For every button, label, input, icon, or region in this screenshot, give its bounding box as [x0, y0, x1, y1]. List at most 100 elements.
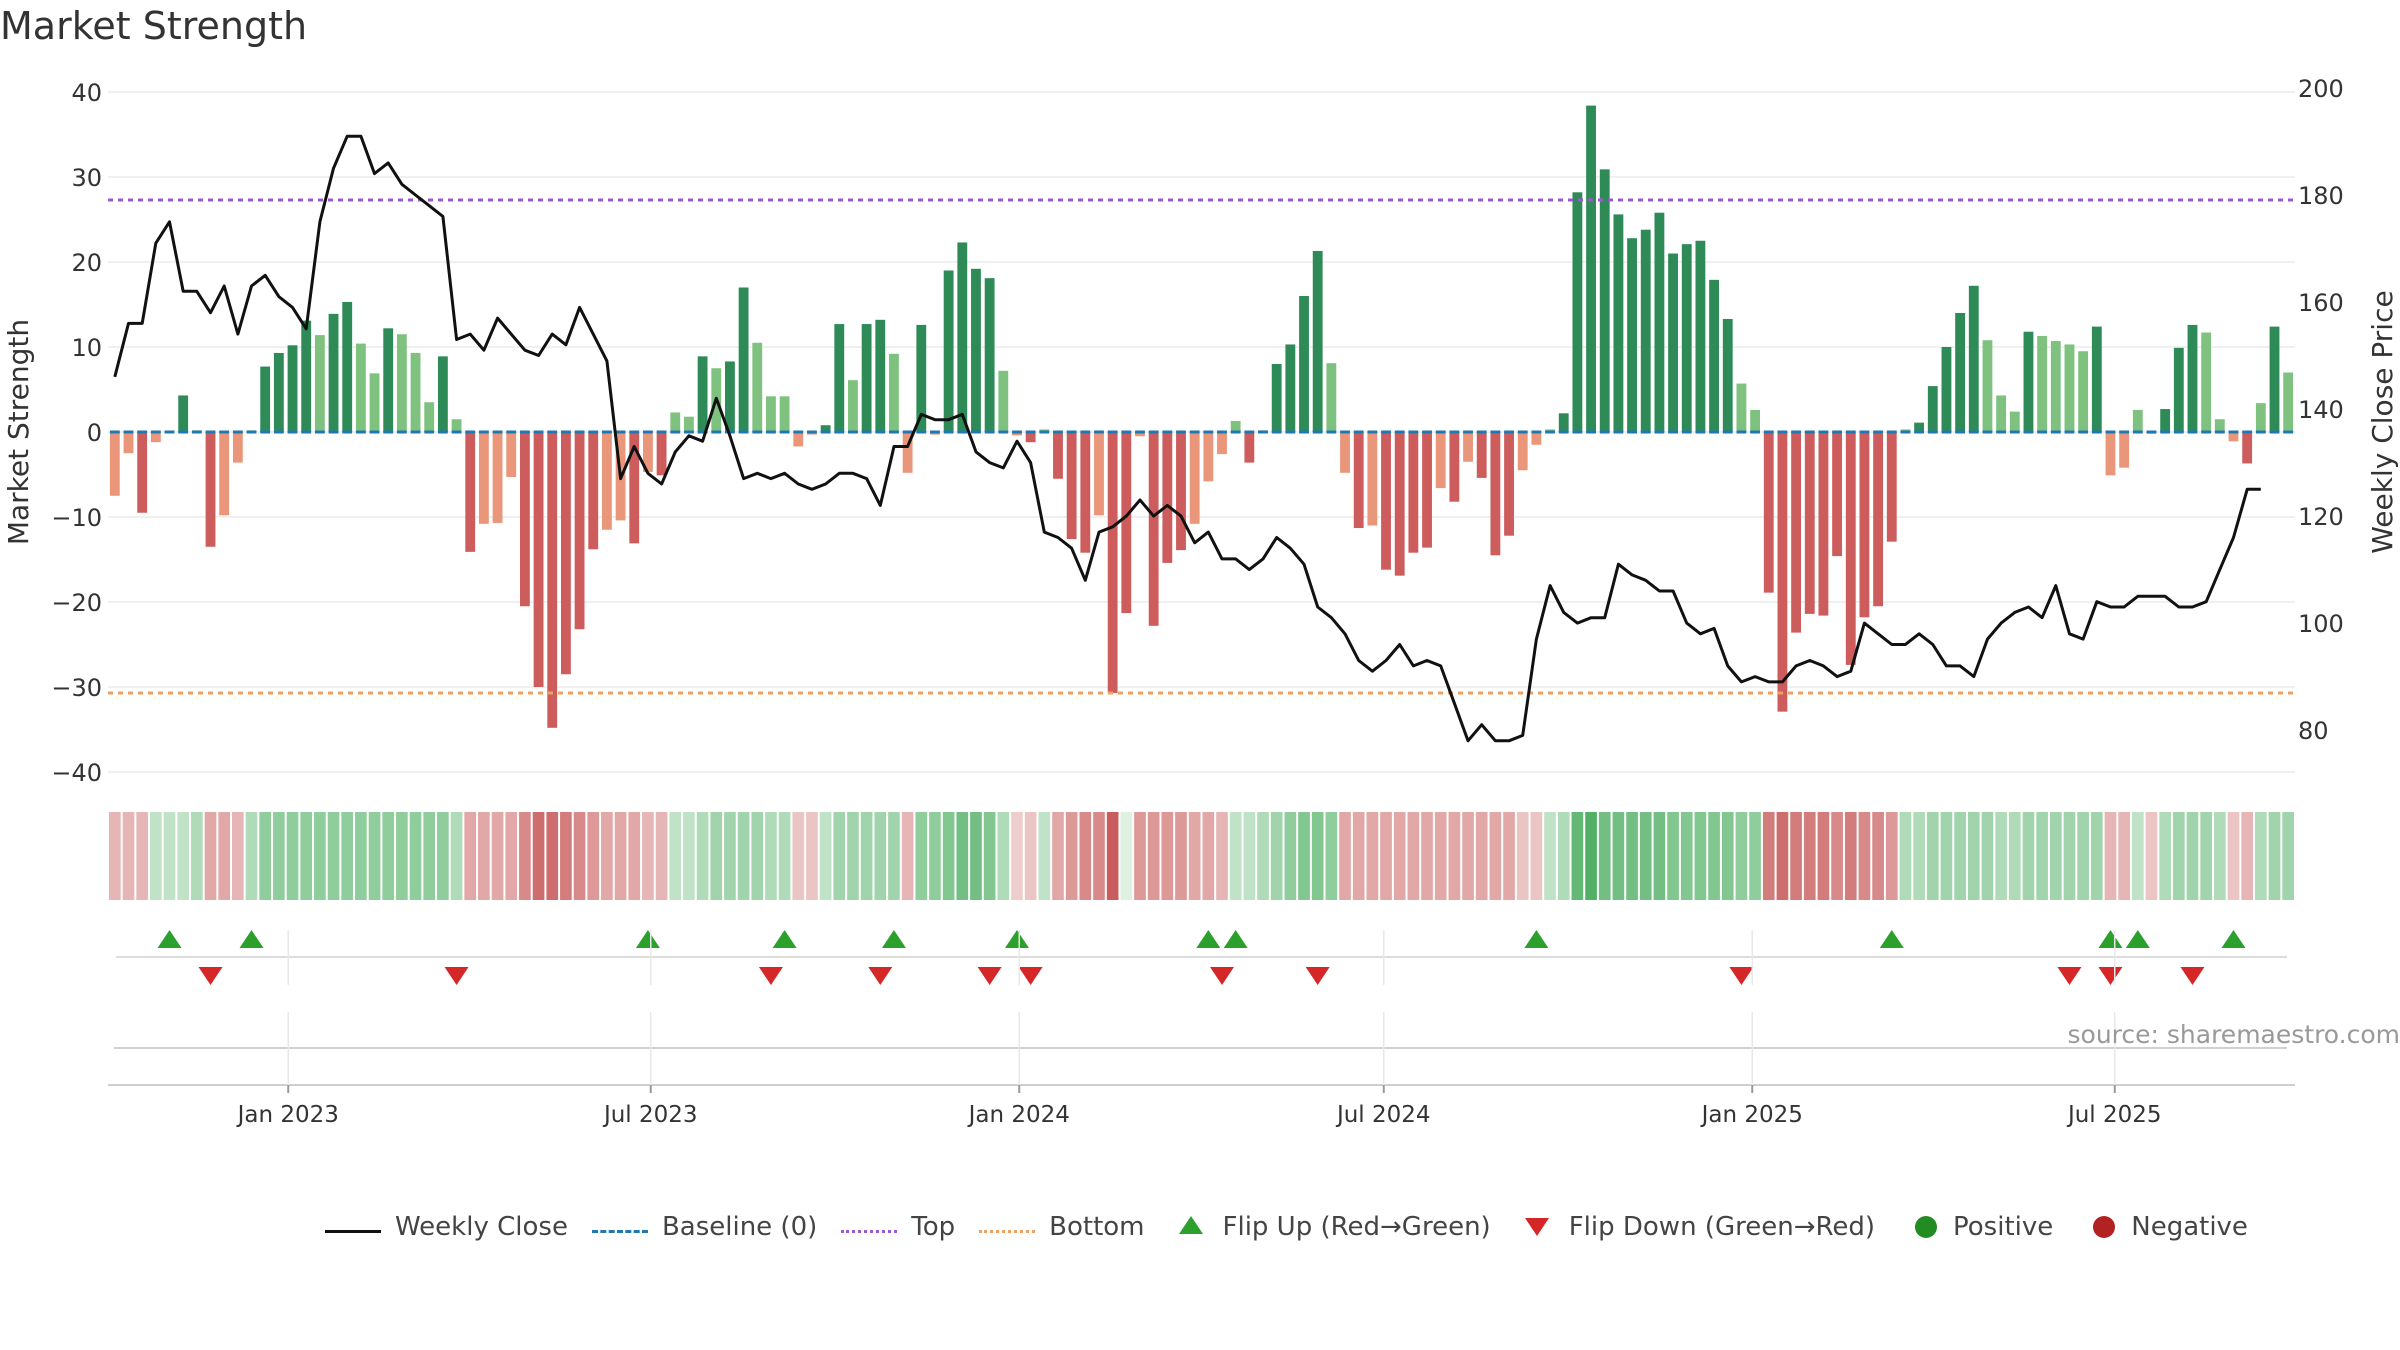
strength-bar: [1203, 432, 1214, 482]
strength-bar: [1586, 105, 1596, 432]
regime-cell: [2159, 812, 2171, 900]
flip-up-marker: [1524, 930, 1549, 948]
regime-cell: [724, 812, 736, 900]
source-note: source: sharemaestro.com: [2067, 1020, 2400, 1049]
flip-up-marker: [1004, 930, 1029, 948]
legend-flip-up[interactable]: Flip Up (Red→Green): [1169, 1212, 1491, 1242]
regime-cell: [642, 812, 654, 900]
strength-bar: [2091, 326, 2102, 432]
regime-cell: [997, 812, 1010, 900]
strength-bar: [943, 270, 954, 432]
strength-bar: [178, 395, 189, 432]
y2-tick-label: 140: [2298, 396, 2344, 424]
regime-cell: [1489, 812, 1502, 900]
regime-cell: [1926, 812, 1939, 900]
strength-bar: [2119, 432, 2130, 468]
strength-bar: [1312, 250, 1323, 432]
strength-bar: [984, 278, 995, 432]
regime-cell: [1434, 812, 1447, 900]
regime-cell: [1257, 812, 1269, 900]
regime-cell: [1981, 812, 1994, 900]
regime-cell: [1147, 812, 1160, 900]
strength-bar: [1941, 347, 1952, 432]
regime-cell: [710, 812, 723, 900]
y-tick-label: −20: [51, 589, 102, 617]
y-tick-label: 10: [71, 334, 102, 362]
legend-baseline[interactable]: Baseline (0): [591, 1212, 817, 1242]
flip-up-marker: [157, 930, 182, 948]
regime-cell: [1653, 812, 1666, 900]
strength-bar: [916, 324, 927, 432]
strength-bar: [492, 432, 503, 523]
strength-bar: [1080, 432, 1091, 553]
legend-flip-down[interactable]: Flip Down (Green→Red): [1515, 1212, 1875, 1242]
flip-down-marker: [758, 967, 783, 985]
regime-cell: [1134, 812, 1146, 900]
regime-cell: [1735, 812, 1748, 900]
regime-cell: [355, 812, 367, 900]
strength-bar: [451, 419, 462, 432]
strength-bar: [1066, 432, 1077, 540]
legend-weekly-close[interactable]: Weekly Close: [325, 1212, 568, 1242]
strength-bar: [2187, 324, 2198, 432]
regime-cell: [259, 812, 272, 900]
strength-bar: [506, 432, 517, 478]
y-tick-label: −30: [51, 674, 102, 702]
regime-cell: [1120, 812, 1133, 900]
regime-cell: [409, 812, 422, 900]
strength-bar: [2160, 409, 2171, 432]
strength-bar: [1476, 432, 1487, 478]
strength-bar: [642, 432, 653, 472]
legend-label: Top: [911, 1212, 956, 1242]
regime-cell: [628, 812, 641, 900]
strength-bar: [1927, 386, 1938, 432]
regime-cell: [1844, 812, 1857, 900]
regime-cell: [1284, 812, 1297, 900]
strength-bar: [301, 320, 312, 432]
triangle-down-icon: [1524, 1218, 1549, 1236]
legend-negative[interactable]: Negative: [2077, 1212, 2248, 1242]
regime-cell: [109, 812, 121, 900]
strength-bar: [410, 352, 421, 432]
strength-bar: [273, 352, 284, 432]
strength-bar: [1859, 432, 1870, 618]
regime-cell: [1612, 812, 1625, 900]
regime-cell: [423, 812, 436, 900]
strength-bar: [2009, 411, 2020, 432]
flip-up-marker: [239, 930, 264, 948]
regime-cell: [2104, 812, 2117, 900]
legend-bottom[interactable]: Bottom: [979, 1212, 1145, 1242]
strength-bar: [150, 432, 161, 443]
regime-cell: [942, 812, 955, 900]
strength-bar: [1230, 420, 1241, 432]
legend-label: Flip Up (Red→Green): [1222, 1212, 1491, 1242]
legend-positive[interactable]: Positive: [1899, 1212, 2053, 1242]
strength-bar: [1408, 432, 1419, 553]
regime-cell: [300, 812, 313, 900]
strength-bar: [232, 432, 243, 463]
regime-cell: [204, 812, 217, 900]
regime-cell: [1885, 812, 1898, 900]
legend-top[interactable]: Top: [841, 1212, 955, 1242]
strength-bar: [1162, 432, 1173, 563]
regime-cell: [2268, 812, 2281, 900]
regime-cell: [683, 812, 695, 900]
regime-cell: [491, 812, 504, 900]
strength-bar: [1121, 432, 1132, 614]
strength-bar: [123, 432, 134, 454]
regime-cell: [368, 812, 381, 900]
strength-bar: [1012, 432, 1022, 436]
y-tick-label: 40: [71, 79, 102, 107]
regime-cell: [1639, 812, 1652, 900]
regime-cell: [860, 812, 873, 900]
strength-bar: [1845, 432, 1856, 665]
flip-down-marker: [444, 967, 469, 985]
regime-cell: [1626, 812, 1638, 900]
regime-cell: [232, 812, 244, 900]
strength-bar: [2283, 372, 2294, 432]
strength-bar: [1435, 432, 1446, 489]
regime-cell: [1038, 812, 1051, 900]
regime-cell: [450, 812, 463, 900]
strength-bar: [1449, 432, 1460, 502]
